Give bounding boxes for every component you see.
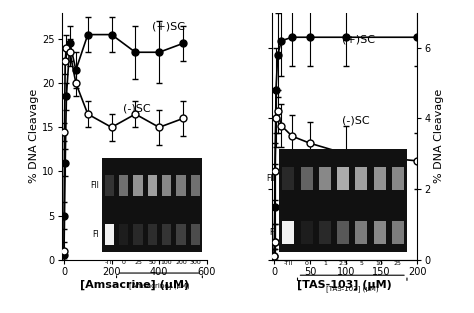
Y-axis label: % DNA Cleavage: % DNA Cleavage xyxy=(29,89,39,183)
Text: (+)SC: (+)SC xyxy=(342,34,374,44)
X-axis label: [Amsacrine] (μM): [Amsacrine] (μM) xyxy=(80,280,189,290)
Text: (-)SC: (-)SC xyxy=(342,116,369,126)
Text: (+)SC: (+)SC xyxy=(152,22,184,32)
Text: (-)SC: (-)SC xyxy=(123,103,150,113)
X-axis label: [TAS-103] (μM): [TAS-103] (μM) xyxy=(297,280,392,290)
Y-axis label: % DNA Cleavage: % DNA Cleavage xyxy=(435,89,445,183)
